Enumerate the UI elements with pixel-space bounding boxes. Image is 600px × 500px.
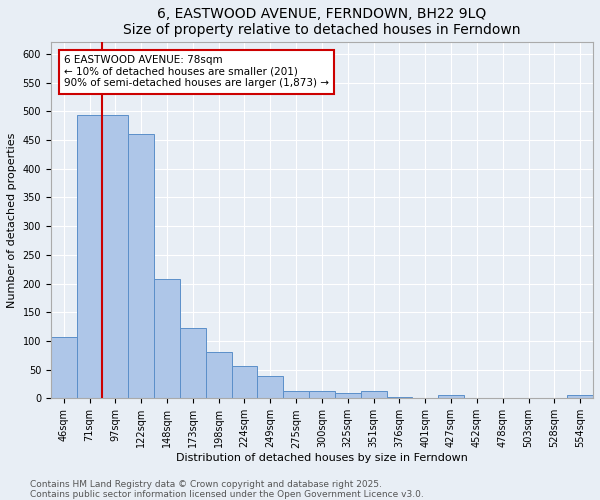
Title: 6, EASTWOOD AVENUE, FERNDOWN, BH22 9LQ
Size of property relative to detached hou: 6, EASTWOOD AVENUE, FERNDOWN, BH22 9LQ S… xyxy=(123,7,521,37)
Text: 6 EASTWOOD AVENUE: 78sqm
← 10% of detached houses are smaller (201)
90% of semi-: 6 EASTWOOD AVENUE: 78sqm ← 10% of detach… xyxy=(64,55,329,88)
Bar xyxy=(361,392,386,398)
X-axis label: Distribution of detached houses by size in Ferndown: Distribution of detached houses by size … xyxy=(176,453,468,463)
Bar xyxy=(567,396,593,398)
Text: Contains HM Land Registry data © Crown copyright and database right 2025.
Contai: Contains HM Land Registry data © Crown c… xyxy=(30,480,424,499)
Bar xyxy=(128,134,154,398)
Y-axis label: Number of detached properties: Number of detached properties xyxy=(7,132,17,308)
Bar xyxy=(309,391,335,398)
Bar xyxy=(438,395,464,398)
Bar xyxy=(283,391,309,398)
Bar xyxy=(154,280,180,398)
Bar xyxy=(257,376,283,398)
Bar xyxy=(206,352,232,399)
Bar xyxy=(77,116,103,399)
Bar xyxy=(232,366,257,398)
Bar xyxy=(335,393,361,398)
Bar xyxy=(51,337,77,398)
Bar xyxy=(103,116,128,399)
Bar xyxy=(386,396,412,398)
Bar xyxy=(180,328,206,398)
